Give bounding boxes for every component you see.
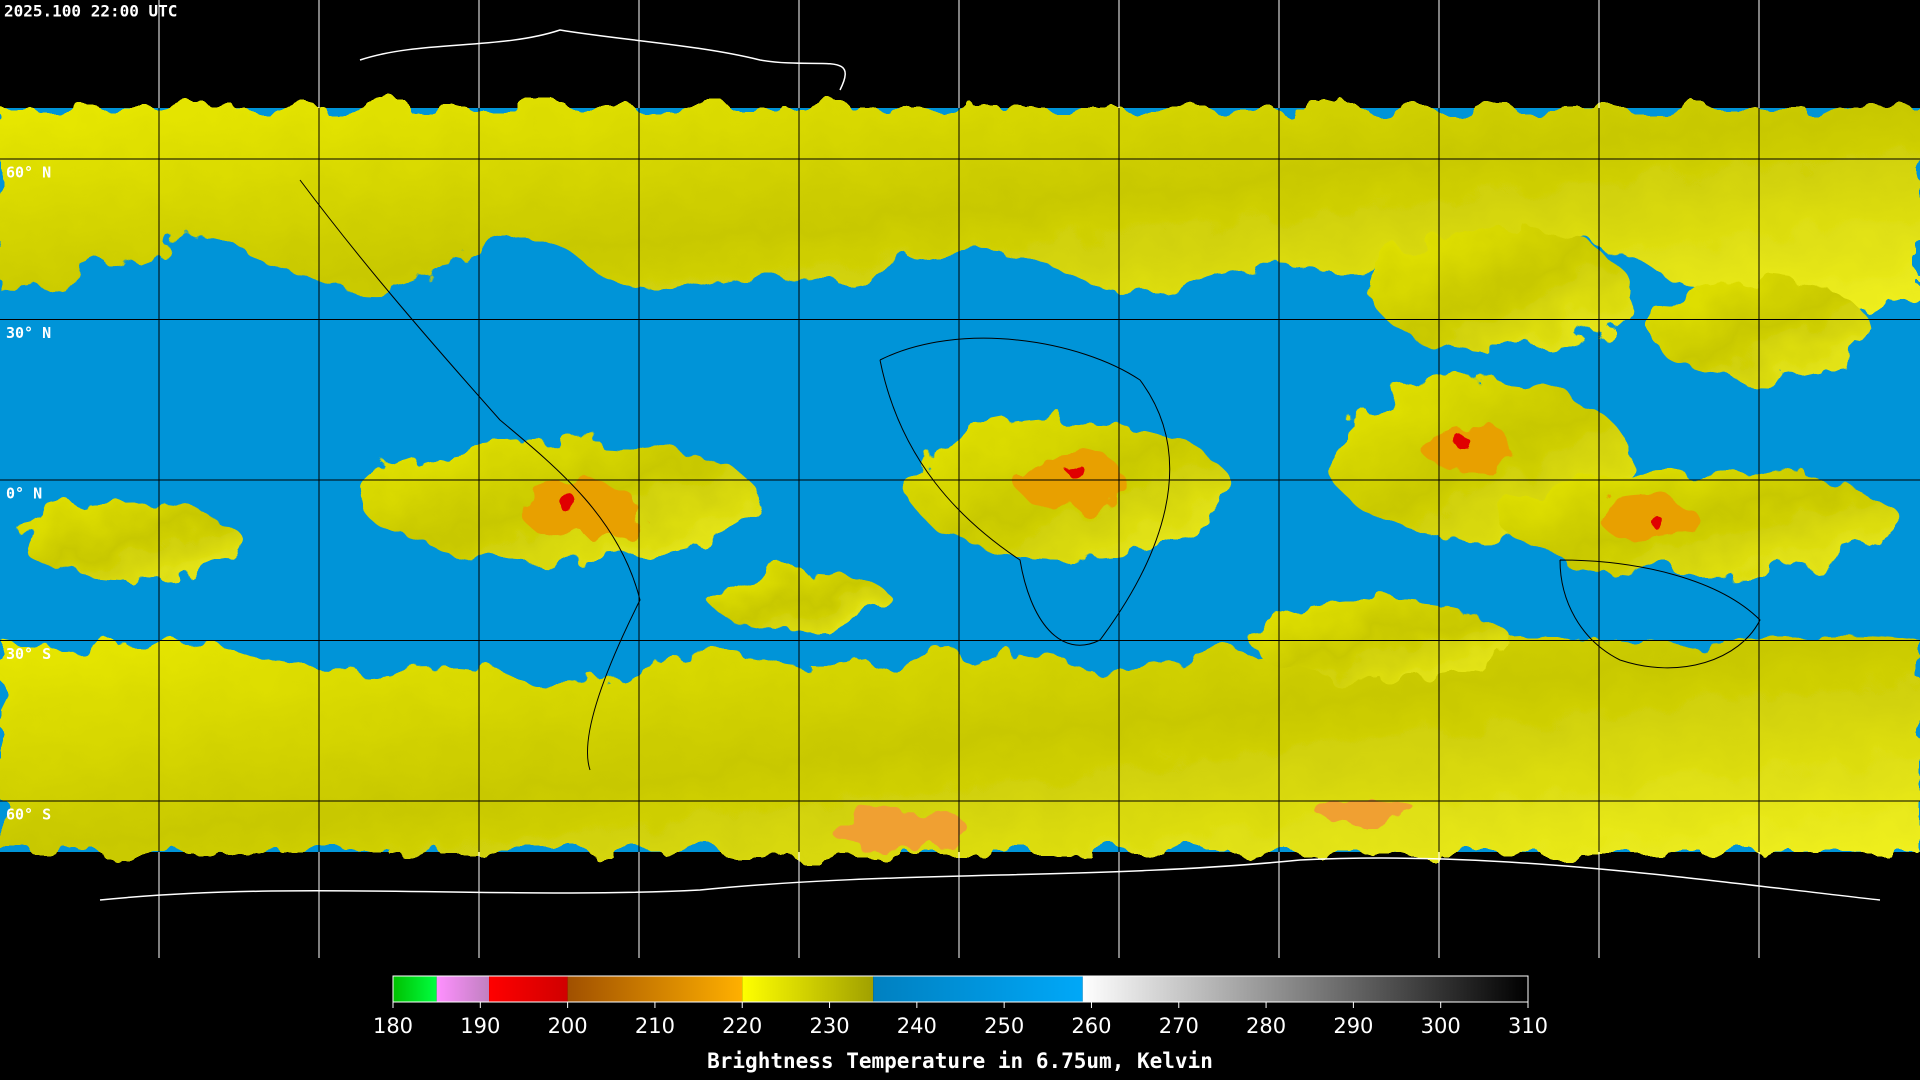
- colorbar-tick-label: 260: [1071, 1014, 1111, 1038]
- colorbar-segment: [873, 976, 1083, 1002]
- colorbar-label: Brightness Temperature in 6.75um, Kelvin: [707, 1049, 1213, 1073]
- colorbar-tick-label: 220: [722, 1014, 762, 1038]
- latitude-label: 60° S: [6, 806, 51, 824]
- colorbar-tick-label: 280: [1246, 1014, 1286, 1038]
- colorbar-segment: [742, 976, 874, 1002]
- latitude-label: 60° N: [6, 164, 51, 182]
- coastlines-polar: [99, 29, 1881, 901]
- colorbar-frame: [392, 975, 1529, 1003]
- colorbar-tick-label: 240: [897, 1014, 937, 1038]
- colorbar-tick-label: 270: [1159, 1014, 1199, 1038]
- colorbar-segment: [436, 976, 490, 1002]
- colorbar-tick-label: 210: [635, 1014, 675, 1038]
- timestamp: 2025.100 22:00 UTC: [4, 2, 177, 21]
- colorbar: 180 190 200 210 220 230 240 250 260 270 280 290 300 3…: [373, 975, 1548, 1038]
- colorbar-tick-label: 180: [373, 1014, 413, 1038]
- colorbar-tick-label: 250: [984, 1014, 1024, 1038]
- colorbar-tick-label: 230: [809, 1014, 849, 1038]
- colorbar-tick-label: 200: [548, 1014, 588, 1038]
- colorbar-tick-label: 310: [1508, 1014, 1548, 1038]
- graticule: 60° N 30° N 0° N 30° S 60° S: [0, 0, 1920, 958]
- deep-convection: [520, 425, 1700, 848]
- colorbar-tick-label: 290: [1333, 1014, 1373, 1038]
- latitude-label: 0° N: [6, 485, 42, 503]
- imagery: [0, 29, 1920, 901]
- latitude-label: 30° S: [6, 645, 51, 663]
- colorbar-tick-label: 190: [460, 1014, 500, 1038]
- colorbar-tick-label: 300: [1421, 1014, 1461, 1038]
- colorbar-segment: [567, 976, 743, 1002]
- colorbar-segment: [1082, 976, 1528, 1002]
- colorbar-segment: [393, 976, 437, 1002]
- coastlines: [299, 179, 1761, 771]
- latitude-label: 30° N: [6, 324, 51, 342]
- colorbar-segment: [489, 976, 568, 1002]
